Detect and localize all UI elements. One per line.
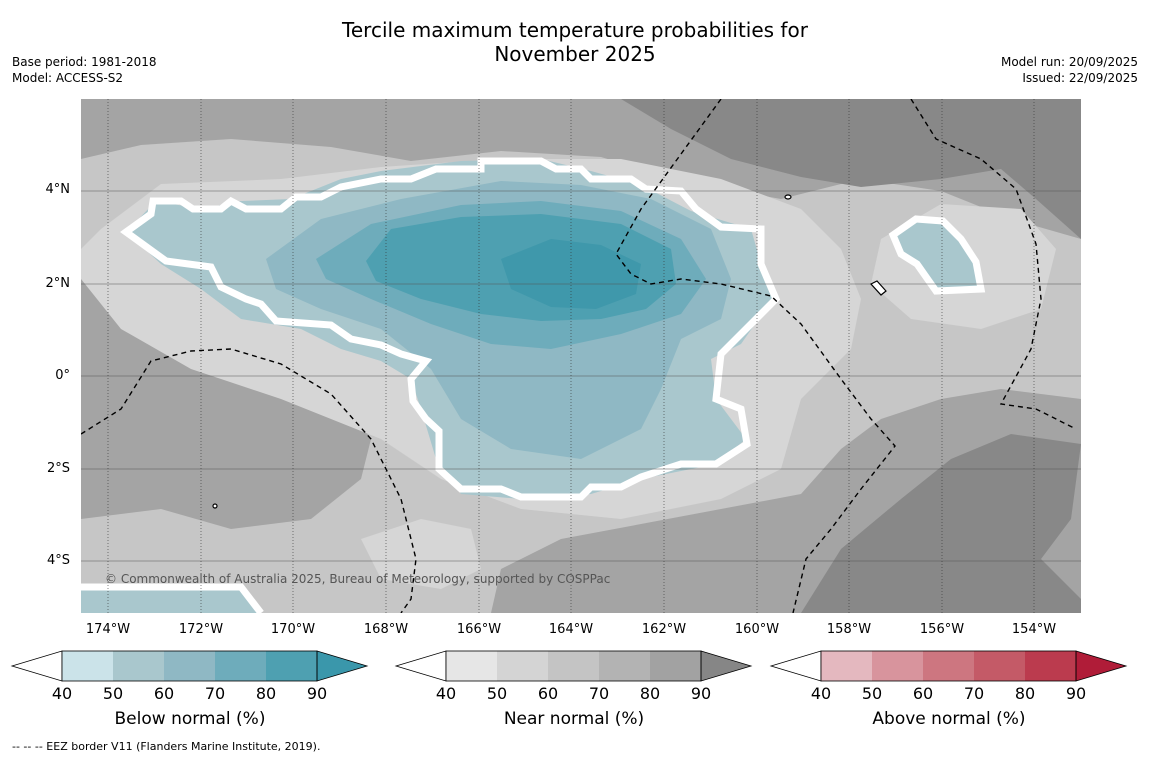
cb-above-tick-80: 80 [1014,684,1036,703]
lat-label-4s: 4°S [46,553,70,568]
lon-label-162w: 162°W [641,622,687,637]
cb-below-tick-40: 40 [51,684,73,703]
grid-lines [81,190,1081,562]
cb-below-tick-60: 60 [153,684,175,703]
below-normal-40-contour-east [888,215,986,295]
cb-near-tick-80: 80 [639,684,661,703]
copyright-notice: © Commonwealth of Australia 2025, Bureau… [105,572,611,586]
cb-near-tick-60: 60 [537,684,559,703]
near-normal-90-southeast [801,434,1081,613]
lat-label-0: 0° [55,368,70,383]
meta-left: Base period: 1981-2018 Model: ACCESS-S2 [12,54,157,86]
cb-below-tick-90: 90 [306,684,328,703]
base-period: Base period: 1981-2018 [12,55,157,69]
meta-right: Model run: 20/09/2025 Issued: 22/09/2025 [1001,54,1138,86]
model-run: Model run: 20/09/2025 [1000,55,1138,69]
probability-map [81,99,1081,613]
islands [212,194,887,509]
colorbar-label-above: Above normal (%) [872,709,1026,729]
lon-label-164w: 164°W [548,622,594,637]
lon-label-156w: 156°W [919,622,965,637]
colorbar-label-near: Near normal (%) [503,709,645,729]
lon-label-160w: 160°W [734,622,780,637]
cb-near-tick-50: 50 [486,684,508,703]
cb-below-tick-80: 80 [255,684,277,703]
issued-date: Issued: 22/09/2025 [1022,71,1138,85]
title-line-2: November 2025 [494,42,656,66]
near-normal-90-northeast [621,99,1081,239]
cb-above-tick-40: 40 [810,684,832,703]
eez-borders [81,99,1077,613]
lon-label-172w: 172°W [178,622,224,637]
cb-above-tick-90: 90 [1065,684,1087,703]
eez-footnote: -- -- -- EEZ border V11 (Flanders Marine… [12,740,321,753]
colorbar-below-normal [10,650,369,682]
colorbar-above-normal [769,650,1128,682]
cb-below-tick-50: 50 [102,684,124,703]
cb-above-tick-50: 50 [861,684,883,703]
lat-label-4n: 4°N [45,182,71,197]
map-title: Tercile maximum temperature probabilitie… [0,18,1150,66]
cb-above-tick-70: 70 [963,684,985,703]
lon-label-158w: 158°W [826,622,872,637]
lat-label-2n: 2°N [45,276,71,291]
lon-label-168w: 168°W [363,622,409,637]
lon-label-170w: 170°W [270,622,316,637]
below-normal-40-contour [120,157,781,501]
lon-label-154w: 154°W [1011,622,1057,637]
lat-label-2s: 2°S [46,461,70,476]
below-normal-50-sw [81,589,261,613]
colorbar-label-below: Below normal (%) [114,709,266,729]
lon-label-166w: 166°W [456,622,502,637]
below-normal-40-contour-sw [81,583,264,613]
cb-below-tick-70: 70 [204,684,226,703]
near-normal-50-south [361,519,481,589]
cb-near-tick-90: 90 [690,684,712,703]
lon-label-174w: 174°W [85,622,131,637]
cb-above-tick-60: 60 [912,684,934,703]
colorbar-near-normal [394,650,753,682]
title-line-1: Tercile maximum temperature probabilitie… [342,18,808,42]
cb-near-tick-40: 40 [435,684,457,703]
model-name: Model: ACCESS-S2 [12,71,124,85]
cb-near-tick-70: 70 [588,684,610,703]
